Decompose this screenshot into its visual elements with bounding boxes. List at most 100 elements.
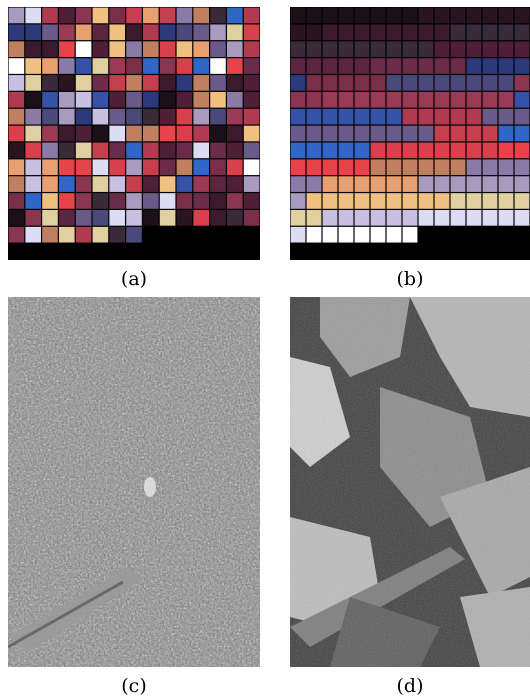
palette-cell (210, 24, 226, 41)
palette-cell (338, 159, 354, 176)
panel-c-texture-image (8, 297, 260, 667)
palette-cell (92, 91, 109, 108)
palette-cell (386, 7, 402, 24)
palette-cell (193, 58, 209, 74)
palette-cell (227, 58, 243, 74)
palette-cell (402, 7, 418, 24)
palette-cell (159, 125, 176, 142)
palette-cell (92, 159, 109, 176)
palette-cell (42, 176, 58, 192)
palette-cell (75, 24, 92, 41)
palette-cell (290, 41, 306, 57)
palette-cell (354, 108, 370, 125)
palette-cell (370, 58, 386, 74)
palette-cell (370, 7, 386, 24)
palette-cell (466, 176, 482, 192)
palette-cell (143, 176, 159, 192)
palette-cell (243, 24, 260, 41)
palette-cell (92, 108, 109, 125)
caption-c: (c) (121, 675, 147, 697)
palette-cell (243, 125, 260, 142)
palette-cell (25, 176, 41, 192)
palette-cell (143, 125, 159, 142)
palette-cell (322, 159, 338, 176)
palette-cell (227, 176, 243, 192)
palette-cell (109, 176, 125, 192)
palette-cell (126, 125, 142, 142)
palette-cell (8, 75, 25, 91)
texture-c-spot (144, 477, 156, 497)
palette-cell (92, 210, 109, 226)
palette-cell (8, 91, 25, 108)
palette-cell (176, 125, 193, 142)
palette-cell (210, 193, 226, 209)
palette-cell (450, 41, 466, 57)
palette-cell (482, 159, 498, 176)
palette-cell (466, 58, 482, 74)
palette-cell (370, 193, 386, 209)
palette-cell (59, 125, 75, 142)
palette-cell (126, 58, 142, 74)
palette-cell (290, 7, 306, 24)
palette-cell (42, 193, 58, 209)
palette-cell (8, 226, 25, 243)
palette-cell (143, 210, 159, 226)
palette-cell (109, 58, 125, 74)
palette-cell (159, 108, 176, 125)
palette-cell (42, 226, 58, 243)
palette-cell (418, 75, 434, 91)
palette-cell (466, 108, 482, 125)
palette-cell (193, 108, 209, 125)
palette-cell (306, 210, 322, 226)
palette-cell (243, 176, 260, 192)
palette-cell (514, 108, 530, 125)
palette-cell (418, 58, 434, 74)
palette-cell (498, 24, 514, 41)
palette-cell (434, 75, 450, 91)
palette-cell (354, 159, 370, 176)
palette-cell (193, 125, 209, 142)
palette-cell (434, 108, 450, 125)
palette-cell (8, 176, 25, 192)
palette-cell (418, 7, 434, 24)
palette-cell (498, 125, 514, 142)
palette-cell (193, 142, 209, 159)
palette-cell (25, 7, 41, 24)
palette-cell (386, 41, 402, 57)
palette-cell (418, 159, 434, 176)
palette-cell (25, 75, 41, 91)
palette-cell (8, 125, 25, 142)
palette-cell (8, 24, 25, 41)
palette-cell (322, 210, 338, 226)
palette-cell (482, 142, 498, 159)
palette-cell (450, 75, 466, 91)
palette-cell (92, 176, 109, 192)
palette-cell (338, 24, 354, 41)
palette-cell (498, 7, 514, 24)
palette-cell (8, 210, 25, 226)
palette-cell (143, 58, 159, 74)
palette-cell (306, 75, 322, 91)
palette-cell (354, 24, 370, 41)
palette-cell (193, 193, 209, 209)
palette-cell (25, 91, 41, 108)
palette-cell (434, 41, 450, 57)
palette-cell (290, 75, 306, 91)
palette-cell (354, 91, 370, 108)
palette-cell (143, 7, 159, 24)
palette-cell (402, 176, 418, 192)
palette-cell (370, 24, 386, 41)
palette-cell (386, 108, 402, 125)
palette-cell (59, 142, 75, 159)
palette-cell (25, 108, 41, 125)
palette-cell (210, 176, 226, 192)
palette-cell (450, 159, 466, 176)
palette-cell (290, 159, 306, 176)
palette-cell (210, 108, 226, 125)
palette-cell (498, 193, 514, 209)
palette-cell (126, 41, 142, 57)
palette-cell (354, 7, 370, 24)
palette-cell (434, 91, 450, 108)
palette-cell (338, 75, 354, 91)
palette-cell (450, 142, 466, 159)
